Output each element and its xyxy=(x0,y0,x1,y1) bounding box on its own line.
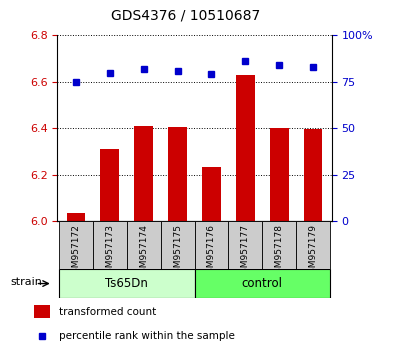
Bar xyxy=(93,221,127,269)
Bar xyxy=(67,213,85,221)
Text: GSM957176: GSM957176 xyxy=(207,224,216,279)
Text: control: control xyxy=(242,277,283,290)
Bar xyxy=(59,221,93,269)
Bar xyxy=(296,221,330,269)
Bar xyxy=(228,221,262,269)
Text: GSM957177: GSM957177 xyxy=(241,224,250,279)
Text: percentile rank within the sample: percentile rank within the sample xyxy=(59,331,235,341)
Bar xyxy=(127,221,161,269)
Bar xyxy=(59,269,195,298)
Text: Ts65Dn: Ts65Dn xyxy=(105,277,148,290)
Text: GSM957172: GSM957172 xyxy=(71,224,81,279)
Text: GSM957173: GSM957173 xyxy=(105,224,114,279)
Bar xyxy=(202,167,221,221)
Text: GDS4376 / 10510687: GDS4376 / 10510687 xyxy=(111,9,260,23)
Bar xyxy=(134,126,153,221)
Bar xyxy=(270,128,289,221)
Bar xyxy=(100,149,119,221)
Bar xyxy=(195,269,330,298)
Bar xyxy=(34,306,50,318)
Bar xyxy=(304,130,322,221)
Text: GSM957174: GSM957174 xyxy=(139,224,148,279)
Text: GSM957178: GSM957178 xyxy=(275,224,284,279)
Text: GSM957179: GSM957179 xyxy=(308,224,318,279)
Text: GSM957175: GSM957175 xyxy=(173,224,182,279)
Bar xyxy=(161,221,195,269)
Bar xyxy=(195,221,228,269)
Bar xyxy=(262,221,296,269)
Text: strain: strain xyxy=(10,277,42,287)
Bar xyxy=(168,127,187,221)
Bar xyxy=(236,75,255,221)
Text: transformed count: transformed count xyxy=(59,307,156,317)
